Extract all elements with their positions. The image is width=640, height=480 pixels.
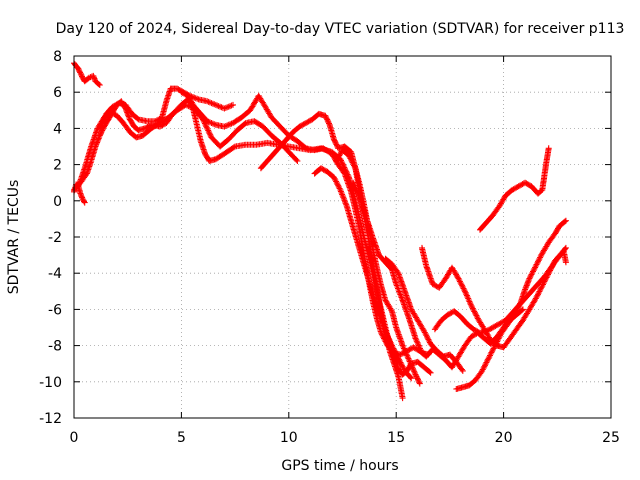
y-tick-label: -10: [39, 375, 62, 391]
x-axis-title: GPS time / hours: [281, 458, 398, 474]
x-tick-label: 15: [387, 430, 405, 446]
data-series: [382, 255, 466, 374]
data-point-markers: [382, 255, 466, 374]
chart-title: Day 120 of 2024, Sidereal Day-to-day VTE…: [56, 21, 625, 37]
data-series: [311, 165, 415, 382]
y-tick-label: -2: [48, 230, 62, 246]
x-tick-label: 20: [495, 430, 513, 446]
data-point-markers: [96, 85, 236, 132]
y-tick-label: -4: [48, 266, 62, 282]
data-points: [71, 60, 569, 402]
y-tick-label: -6: [48, 302, 62, 318]
data-series: [350, 179, 432, 358]
x-tick-label: 10: [280, 430, 298, 446]
y-tick-label: 2: [53, 158, 62, 174]
data-point-markers: [477, 145, 552, 233]
y-tick-label: -12: [39, 411, 62, 427]
y-tick-label: 0: [53, 194, 62, 210]
y-axis-title: SDTVAR / TECUs: [6, 180, 22, 295]
data-series: [453, 217, 569, 392]
x-tick-label: 25: [602, 430, 620, 446]
y-tick-label: 8: [53, 49, 62, 65]
y-tick-label: 6: [53, 85, 62, 101]
data-point-markers: [350, 179, 432, 358]
data-point-markers: [311, 165, 415, 382]
data-point-markers: [453, 217, 569, 392]
y-tick-label: -8: [48, 339, 62, 355]
x-tick-label: 5: [177, 430, 186, 446]
x-tick-label: 0: [70, 430, 79, 446]
data-series: [96, 85, 236, 132]
y-tick-label: 4: [53, 121, 62, 137]
data-series: [477, 145, 552, 233]
